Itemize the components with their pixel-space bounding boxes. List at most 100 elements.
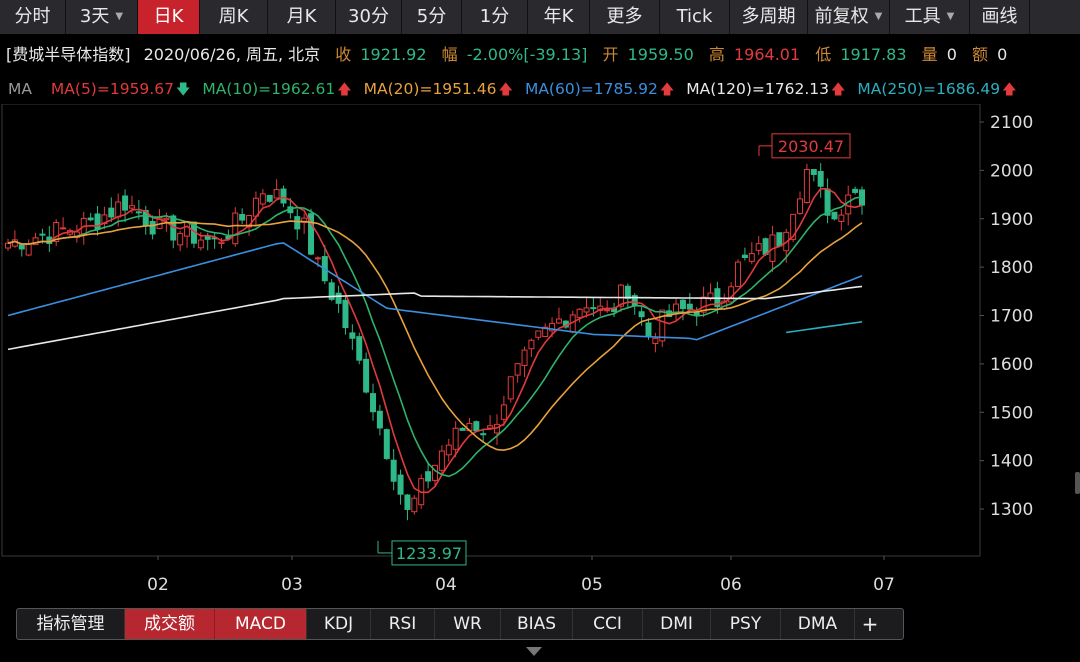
arrow-up-icon: 🡅 (337, 82, 352, 98)
ma-item-1: MA(10)=1962.61 (202, 80, 336, 98)
close-label: 收 (335, 45, 352, 64)
period-tab-13[interactable]: 工具 ▼ (890, 0, 970, 34)
x-tick-label: 05 (581, 575, 603, 595)
candle-body (363, 358, 370, 393)
scrollbar[interactable] (1075, 472, 1080, 494)
candle-body (18, 244, 25, 250)
candle-body (604, 309, 611, 312)
period-tab-label: 月K (286, 6, 317, 27)
candle-body (128, 205, 135, 209)
period-tab-10[interactable]: Tick (660, 0, 730, 34)
candle-body (32, 237, 39, 246)
x-tick-label: 04 (435, 575, 457, 595)
period-tab-label: 3天 (79, 6, 110, 27)
dropdown-caret-icon: ▼ (115, 11, 124, 22)
period-tab-11[interactable]: 多周期 (730, 0, 808, 34)
candle-body (259, 193, 266, 205)
indicator-tab-7[interactable]: CCI (573, 609, 643, 639)
candle-body (404, 494, 411, 510)
period-toolbar: 分时 3天 ▼ 日K 周K 月K 30分 5分 1分 年K 更多 Tick 多周期 前复权 ▼ 工具 ▼ 画线 (0, 0, 1080, 34)
candle-body (624, 285, 631, 299)
indicator-tab-10[interactable]: DMA (781, 609, 855, 639)
y-tick-label: 1500 (990, 403, 1033, 423)
period-tab-4[interactable]: 月K (268, 0, 336, 34)
indicator-tab-5[interactable]: WR (435, 609, 501, 639)
ma-title: MA (8, 80, 32, 98)
volume-label: 量 (921, 45, 938, 64)
ma-item-4: MA(120)=1762.13 (686, 80, 829, 98)
candle-body (376, 410, 383, 429)
candle-body (776, 232, 783, 247)
y-tick-label: 1900 (990, 210, 1033, 230)
candle-body (445, 444, 452, 456)
candle-body (549, 322, 556, 332)
arrow-down-icon: 🡇 (175, 82, 191, 98)
indicator-tab-6[interactable]: BIAS (501, 609, 573, 639)
candle-body (53, 221, 60, 242)
indicator-tab-3[interactable]: KDJ (307, 609, 371, 639)
candle-body (60, 227, 67, 230)
candle-body (328, 282, 335, 300)
period-tab-12[interactable]: 前复权 ▼ (808, 0, 890, 34)
candle-body (94, 213, 101, 230)
indicator-tab-1[interactable]: 成交额 (125, 609, 215, 639)
arrow-up-icon: 🡅 (1002, 82, 1017, 98)
x-tick-label: 03 (281, 575, 303, 595)
indicator-tab-0[interactable]: 指标管理 (17, 609, 125, 639)
candlestick-chart[interactable]: 2100 2000 1900 1800 1700 1600 1500 1400 1300 02 03… (0, 103, 1080, 604)
quote-info-bar: [费城半导体指数] 2020/06/26, 周五, 北京 收 1921.92 幅… (0, 40, 1080, 70)
candle-body (342, 299, 349, 329)
change-pct: -2.00% (466, 45, 524, 64)
arrow-up-icon: 🡅 (659, 82, 675, 98)
candle-body (487, 425, 494, 429)
period-tab-label: 画线 (981, 6, 1018, 27)
period-tab-label: 5分 (416, 6, 447, 27)
candle-body (39, 233, 46, 236)
period-tab-6[interactable]: 5分 (402, 0, 462, 34)
candle-body (514, 363, 521, 376)
candle-body (273, 189, 280, 199)
candle-body (638, 311, 645, 318)
candle-body (797, 198, 804, 214)
period-tab-5[interactable]: 30分 (336, 0, 402, 34)
period-tab-1[interactable]: 3天 ▼ (66, 0, 138, 34)
candle-body (617, 284, 624, 307)
period-tab-0[interactable]: 分时 (0, 0, 66, 34)
y-tick-label: 1300 (990, 500, 1033, 520)
moving-average-bar: MA MA(5)=1959.67 🡇 MA(10)=1962.61 🡅 MA(20)=1… (0, 76, 1080, 102)
period-tab-label: 分时 (14, 6, 51, 27)
period-tab-7[interactable]: 1分 (462, 0, 528, 34)
indicator-tab-2[interactable]: MACD (215, 609, 307, 639)
candle-body (301, 217, 308, 223)
candle-body (163, 217, 170, 221)
period-tab-2[interactable]: 日K (138, 0, 200, 34)
candle-body (204, 236, 211, 240)
expand-caret-icon[interactable] (526, 647, 542, 656)
ma10-line (7, 196, 863, 478)
period-tab-3[interactable]: 周K (200, 0, 268, 34)
indicator-tab-9[interactable]: PSY (711, 609, 781, 639)
period-tab-14[interactable]: 画线 (970, 0, 1030, 34)
indicator-tab-4[interactable]: RSI (371, 609, 435, 639)
period-tab-9[interactable]: 更多 (590, 0, 660, 34)
indicator-tab-bar: 指标管理 成交额 MACD KDJ RSI WR BIAS CCI DMI PSY DMA + (16, 608, 904, 640)
high-label: 高 (708, 45, 725, 64)
index-name: [费城半导体指数] (6, 45, 131, 64)
add-indicator-button[interactable]: + (861, 612, 879, 636)
y-tick-label: 1400 (990, 452, 1033, 472)
candle-body (810, 169, 817, 175)
y-tick-label: 2000 (990, 161, 1033, 181)
y-tick-label: 1600 (990, 355, 1033, 375)
candle-body (831, 211, 838, 220)
candle-body (590, 307, 597, 310)
ma120-line (7, 285, 863, 351)
dropdown-caret-icon: ▼ (874, 11, 883, 22)
candle-body (280, 188, 287, 204)
indicator-tab-8[interactable]: DMI (643, 609, 711, 639)
period-tab-8[interactable]: 年K (528, 0, 590, 34)
period-tab-label: 工具 (904, 6, 941, 27)
dropdown-caret-icon: ▼ (946, 11, 955, 22)
ma250-line (786, 321, 863, 334)
candle-body (838, 214, 845, 222)
x-tick-label: 02 (147, 575, 169, 595)
